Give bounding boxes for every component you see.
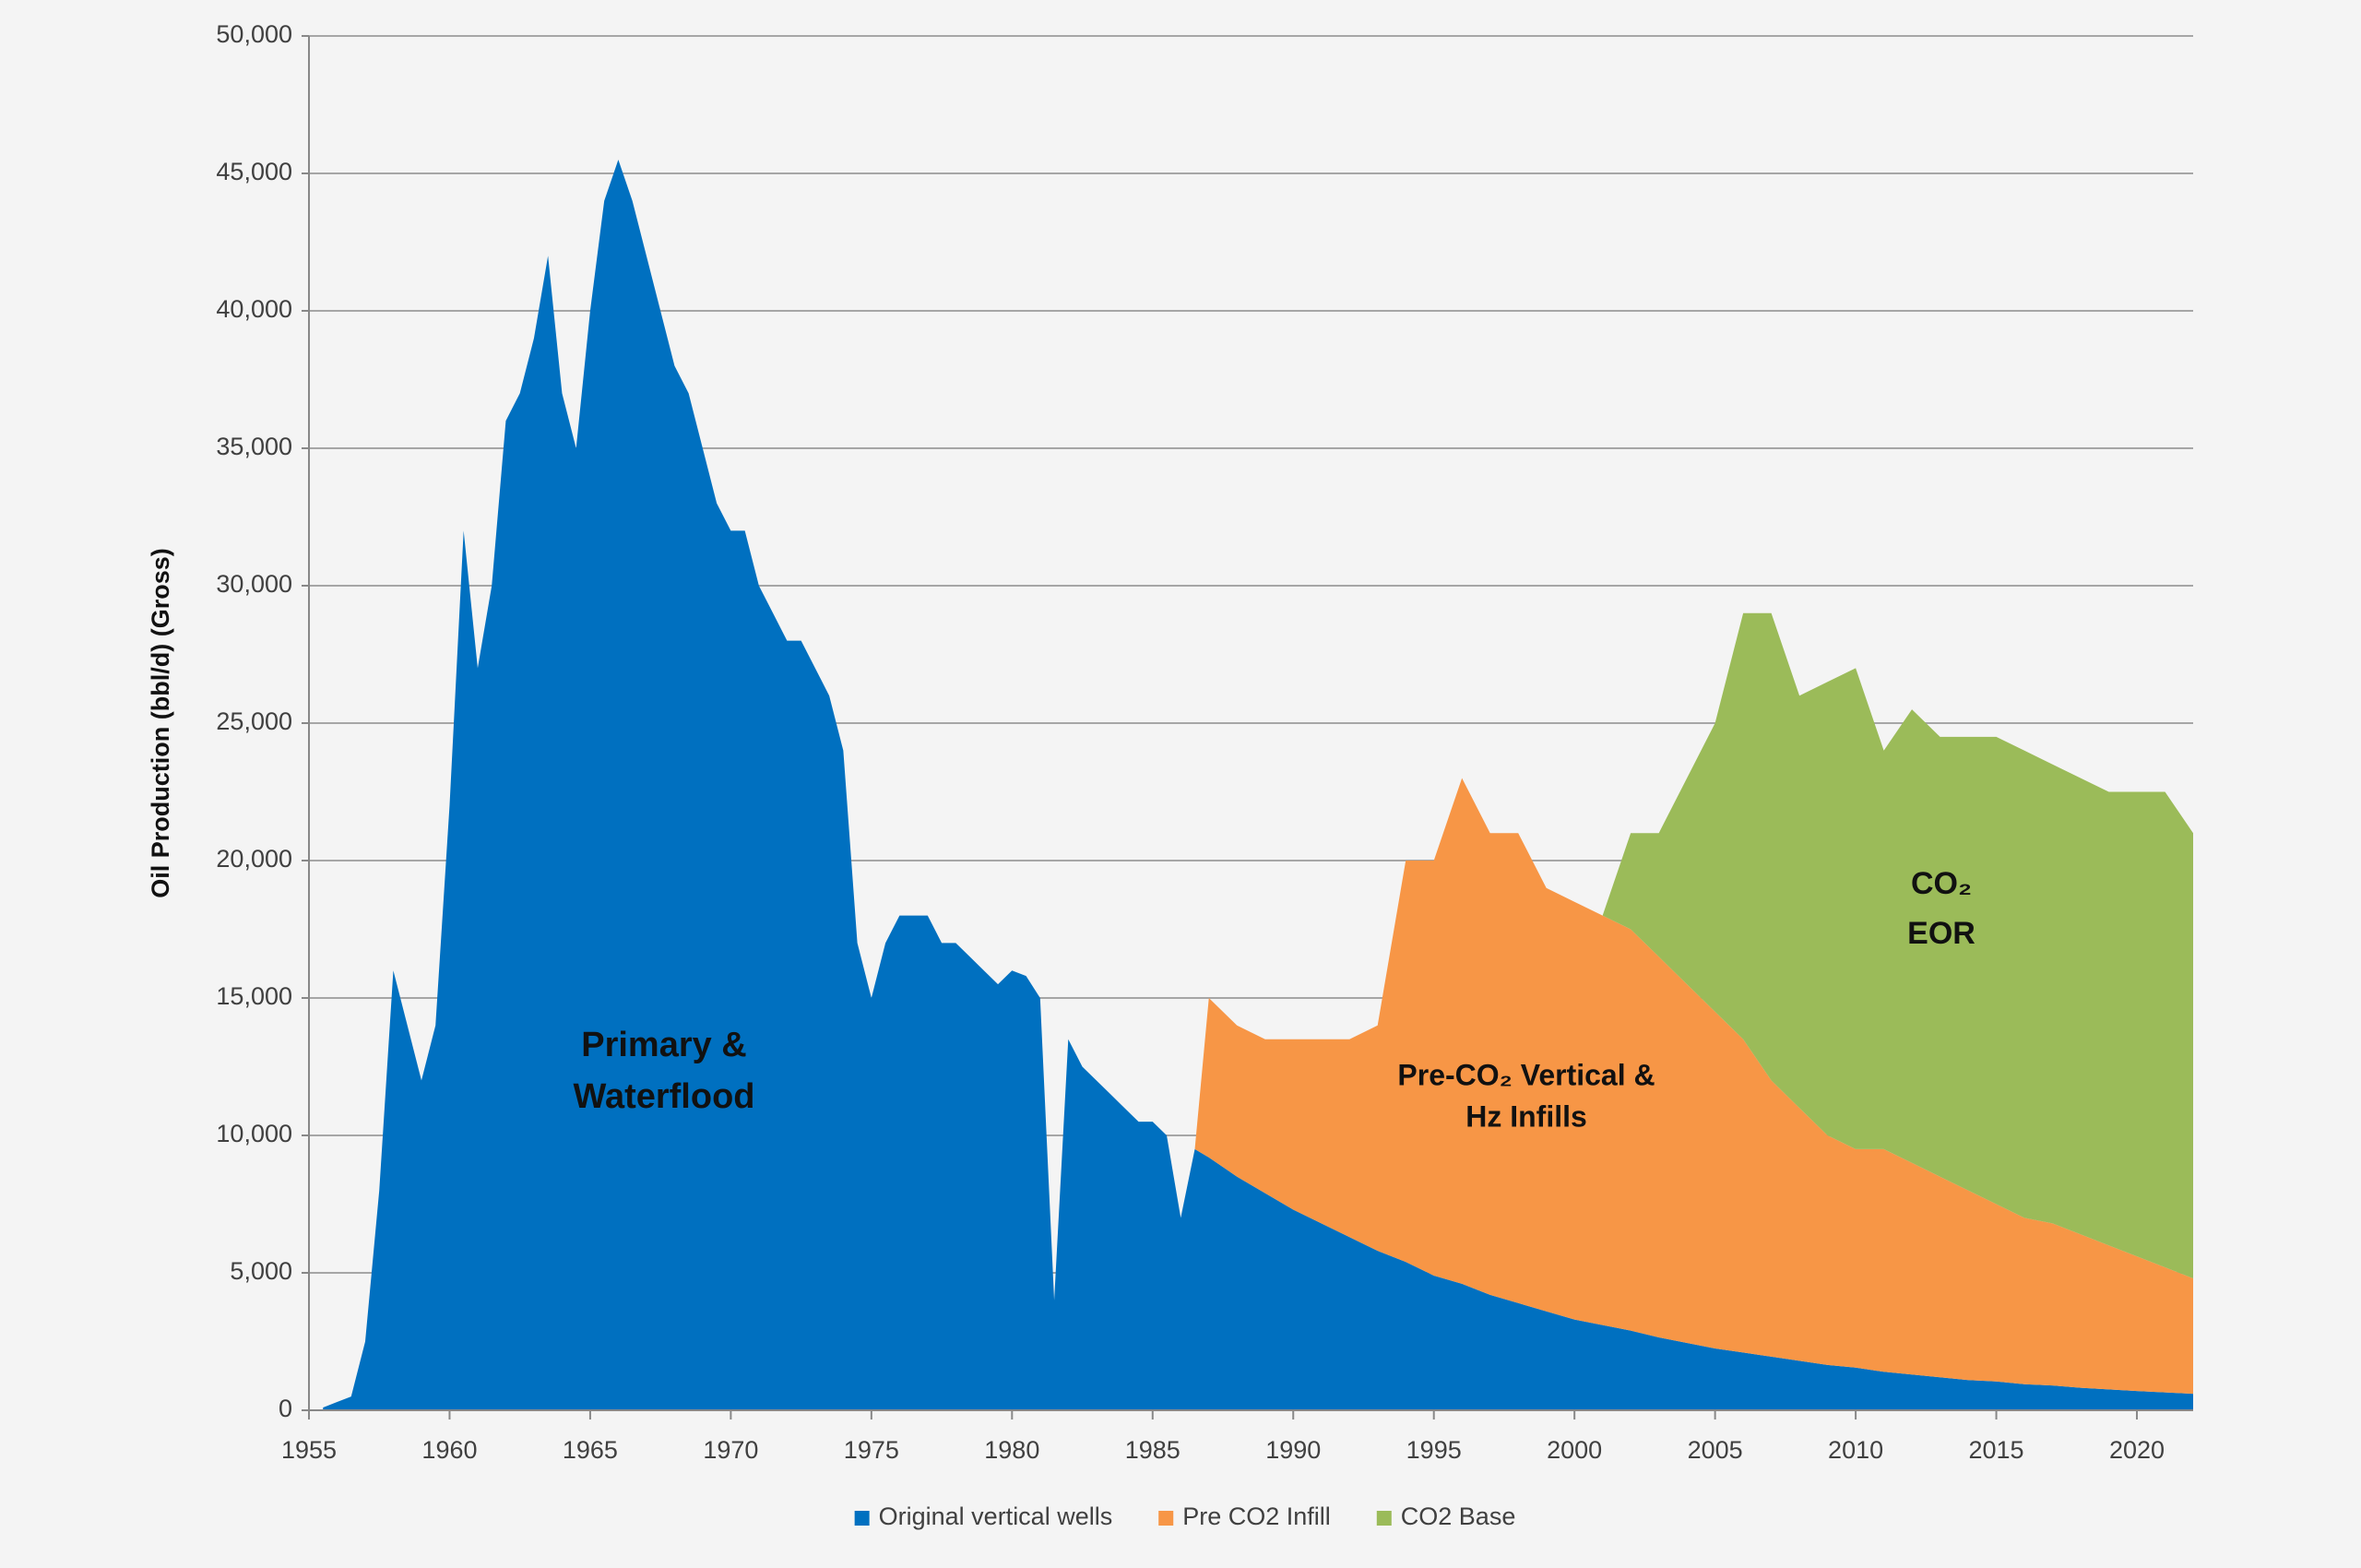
annotation-line: Pre-CO₂ Vertical & bbox=[1397, 1058, 1655, 1091]
x-tick-label: 1980 bbox=[984, 1436, 1039, 1464]
x-tick-label: 1990 bbox=[1265, 1436, 1321, 1464]
x-tick-label: 2005 bbox=[1688, 1436, 1743, 1464]
x-tick-label: 1955 bbox=[281, 1436, 337, 1464]
annotation-line: CO₂ bbox=[1911, 866, 1972, 901]
x-tick-label: 2000 bbox=[1547, 1436, 1602, 1464]
x-tick-label: 1995 bbox=[1406, 1436, 1462, 1464]
x-tick-label: 1960 bbox=[421, 1436, 477, 1464]
areas bbox=[323, 160, 2193, 1411]
annotation-line: EOR bbox=[1907, 916, 1975, 951]
annotation-line: Waterflood bbox=[573, 1077, 754, 1116]
annotation-line: Hz Infills bbox=[1465, 1099, 1587, 1133]
legend-label: Pre CO2 Infill bbox=[1182, 1503, 1331, 1530]
legend-swatch bbox=[854, 1511, 870, 1526]
x-tick-label: 2015 bbox=[1969, 1436, 2024, 1464]
y-tick-label: 50,000 bbox=[216, 20, 292, 48]
area bbox=[323, 160, 2193, 1411]
y-tick-label: 0 bbox=[279, 1395, 292, 1422]
area bbox=[323, 160, 2193, 1408]
x-tick-label: 1965 bbox=[563, 1436, 618, 1464]
y-tick-label: 30,000 bbox=[216, 570, 292, 598]
legend-swatch bbox=[1376, 1511, 1392, 1526]
y-tick-label: 5,000 bbox=[230, 1257, 292, 1285]
x-tick-label: 2020 bbox=[2109, 1436, 2165, 1464]
y-tick-label: 20,000 bbox=[216, 845, 292, 873]
y-tick-label: 45,000 bbox=[216, 158, 292, 185]
y-tick-label: 15,000 bbox=[216, 982, 292, 1010]
x-tick-label: 1975 bbox=[844, 1436, 899, 1464]
legend-swatch bbox=[1158, 1511, 1174, 1526]
area bbox=[323, 160, 2193, 1408]
legend: Original vertical wells Pre CO2 Infill CO2… bbox=[854, 1503, 1516, 1530]
y-tick-label: 40,000 bbox=[216, 295, 292, 323]
y-tick-label: 10,000 bbox=[216, 1120, 292, 1147]
legend-label: Original vertical wells bbox=[879, 1503, 1113, 1530]
y-tick-label: 25,000 bbox=[216, 707, 292, 735]
x-tick-label: 1970 bbox=[703, 1436, 758, 1464]
y-tick-label: 35,000 bbox=[216, 433, 292, 460]
x-tick-label: 2010 bbox=[1828, 1436, 1883, 1464]
legend-label: CO2 Base bbox=[1401, 1503, 1516, 1530]
y-axis-label: Oil Production (bbl/d) (Gross) bbox=[147, 548, 174, 897]
x-tick-label: 1985 bbox=[1125, 1436, 1180, 1464]
annotation-line: Primary & bbox=[581, 1026, 747, 1064]
